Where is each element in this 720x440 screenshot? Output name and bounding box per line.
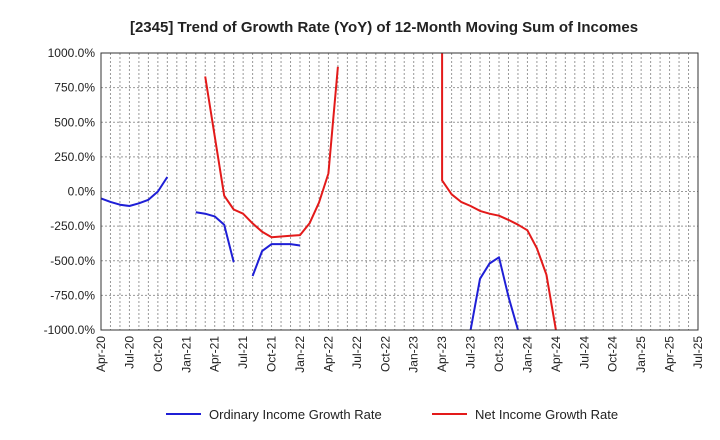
- x-tick-label: Oct-20: [151, 336, 165, 372]
- y-tick-label: 1000.0%: [48, 46, 96, 60]
- series-line-1: [101, 176, 519, 330]
- legend-label: Ordinary Income Growth Rate: [209, 407, 382, 422]
- x-tick-label: Oct-23: [492, 336, 506, 372]
- x-tick-label: Apr-23: [435, 336, 449, 372]
- y-tick-label: -250.0%: [50, 219, 95, 233]
- y-tick-label: 750.0%: [54, 81, 95, 95]
- x-tick-label: Jul-22: [350, 336, 364, 369]
- x-tick-label: Apr-21: [208, 336, 222, 372]
- legend-label: Net Income Growth Rate: [475, 407, 618, 422]
- plot-frame: [100, 52, 699, 331]
- y-axis: 1000.0% 750.0% 500.0% 250.0% 0.0% -250.0% -500…: [44, 46, 96, 337]
- chart-title: [2345] Trend of Growth Rate (YoY) of 12-…: [130, 19, 638, 36]
- x-tick-label: Apr-25: [663, 336, 677, 372]
- series-lines: [101, 53, 557, 330]
- legend: Ordinary Income Growth Rate Net Income Gr…: [166, 407, 618, 422]
- x-tick-label: Oct-21: [265, 336, 279, 372]
- series-line-2: [204, 53, 557, 330]
- x-axis: Apr-20 Jul-20 Oct-20 Jan-21 Apr-21 Jul-21 Oct-…: [94, 336, 705, 373]
- x-tick-label: Jan-21: [179, 336, 193, 373]
- x-tick-label: Oct-24: [606, 336, 620, 372]
- x-tick-label: Jul-25: [691, 336, 705, 369]
- grid-lines: [100, 52, 699, 331]
- x-tick-label: Jul-20: [122, 336, 136, 369]
- x-tick-label: Jul-24: [577, 336, 591, 369]
- x-tick-label: Jul-21: [236, 336, 250, 369]
- y-tick-label: 250.0%: [54, 150, 95, 164]
- x-tick-label: Jan-25: [634, 336, 648, 373]
- x-tick-label: Apr-24: [549, 336, 563, 372]
- y-tick-label: -500.0%: [50, 254, 95, 268]
- x-tick-label: Jan-23: [407, 336, 421, 373]
- x-tick-label: Jan-24: [520, 336, 534, 373]
- x-tick-label: Oct-22: [378, 336, 392, 372]
- x-tick-label: Apr-22: [321, 336, 335, 372]
- y-tick-label: -1000.0%: [44, 323, 96, 337]
- y-tick-label: -750.0%: [50, 288, 95, 302]
- y-tick-label: 500.0%: [54, 115, 95, 129]
- x-tick-label: Jan-22: [293, 336, 307, 373]
- y-tick-label: 0.0%: [68, 185, 96, 199]
- x-tick-label: Jul-23: [464, 336, 478, 369]
- x-tick-label: Apr-20: [94, 336, 108, 372]
